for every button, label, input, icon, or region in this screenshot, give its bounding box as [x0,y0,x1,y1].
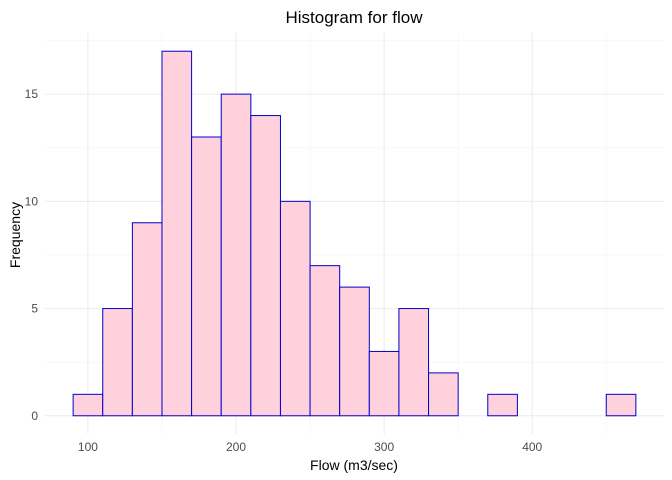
x-tick-label: 300 [374,440,394,454]
x-axis-ticks: 100 200 300 400 [78,440,543,454]
y-tick-label: 0 [31,409,38,423]
histogram-bar [309,265,341,417]
histogram-bar [487,393,518,417]
y-axis-ticks: 0 5 10 15 [25,87,39,423]
histogram-bar [102,308,133,417]
histogram-bar [605,393,637,417]
histogram-bar [428,372,459,417]
x-axis-title: Flow (m3/sec) [310,457,398,473]
histogram-bar [220,93,252,417]
y-axis-title: Frequency [7,202,23,268]
y-tick-label: 5 [31,302,38,316]
histogram-bar [72,393,104,417]
histogram-bar [250,115,281,417]
histogram-bar [398,308,430,417]
histogram-bar [279,200,311,417]
x-tick-label: 200 [226,440,246,454]
histogram-bar [339,286,370,417]
histogram-bar [161,50,193,417]
chart-title: Histogram for flow [286,8,424,27]
histogram-bar [131,222,163,417]
y-tick-label: 10 [25,194,39,208]
histogram-bar [191,136,222,417]
histogram-bar [368,350,400,417]
x-tick-label: 100 [78,440,98,454]
histogram-bars [72,50,637,417]
y-tick-label: 15 [25,87,39,101]
x-tick-label: 400 [522,440,542,454]
